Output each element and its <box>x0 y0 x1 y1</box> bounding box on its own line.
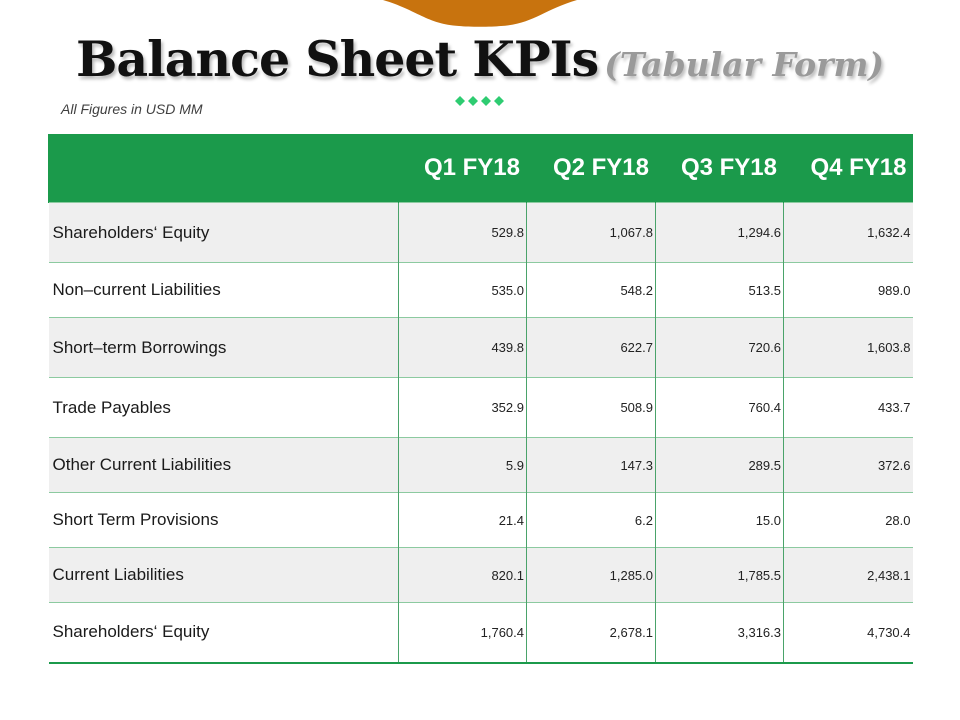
page-title: Balance Sheet KPIs (Tabular Form) <box>0 28 960 102</box>
table-cell: 147.3 <box>526 437 656 493</box>
diamond-icon <box>494 96 504 106</box>
table-cell: 1,785.5 <box>655 547 784 603</box>
table-cell: 21.4 <box>398 492 527 548</box>
table-cell: 4,730.4 <box>783 602 913 664</box>
table-row: Shareholders‘ Equity 1,760.4 2,678.1 3,3… <box>48 602 913 664</box>
table-cell: 529.8 <box>398 202 527 263</box>
row-label: Shareholders‘ Equity <box>48 602 399 664</box>
row-label: Other Current Liabilities <box>48 437 399 493</box>
table-cell: 1,632.4 <box>783 202 913 263</box>
title-main: Balance Sheet KPIs <box>75 30 599 88</box>
table-cell: 289.5 <box>655 437 784 493</box>
table-cell: 1,760.4 <box>398 602 527 664</box>
table-cell: 2,678.1 <box>526 602 656 664</box>
table-cell: 820.1 <box>398 547 527 603</box>
table-cell: 508.9 <box>526 377 656 438</box>
table-row: Non–current Liabilities 535.0 548.2 513.… <box>48 262 913 318</box>
table-cell: 1,067.8 <box>526 202 656 263</box>
table-cell: 372.6 <box>783 437 913 493</box>
column-header-empty <box>48 134 399 203</box>
table-row: Short–term Borrowings 439.8 622.7 720.6 … <box>48 317 913 378</box>
table-cell: 989.0 <box>783 262 913 318</box>
table-cell: 548.2 <box>526 262 656 318</box>
table-cell: 1,294.6 <box>655 202 784 263</box>
diamond-icon <box>455 96 465 106</box>
table-cell: 535.0 <box>398 262 527 318</box>
diamond-icon <box>481 96 491 106</box>
table-cell: 513.5 <box>655 262 784 318</box>
column-header-q2: Q2 FY18 <box>526 134 656 203</box>
row-label: Trade Payables <box>48 377 399 438</box>
row-label: Current Liabilities <box>48 547 399 603</box>
table-header-row: Q1 FY18 Q2 FY18 Q3 FY18 Q4 FY18 <box>48 134 913 203</box>
top-decorative-tab <box>383 0 577 27</box>
diamond-divider <box>454 95 505 107</box>
table-cell: 760.4 <box>655 377 784 438</box>
table-cell: 720.6 <box>655 317 784 378</box>
table-cell: 28.0 <box>783 492 913 548</box>
table-row: Shareholders‘ Equity 529.8 1,067.8 1,294… <box>48 202 913 263</box>
diamond-icon <box>468 96 478 106</box>
table-cell: 5.9 <box>398 437 527 493</box>
table-cell: 622.7 <box>526 317 656 378</box>
table-cell: 15.0 <box>655 492 784 548</box>
kpi-table: Q1 FY18 Q2 FY18 Q3 FY18 Q4 FY18 Sharehol… <box>48 134 913 664</box>
table-row: Other Current Liabilities 5.9 147.3 289.… <box>48 437 913 493</box>
table-cell: 439.8 <box>398 317 527 378</box>
table-row: Short Term Provisions 21.4 6.2 15.0 28.0 <box>48 492 913 548</box>
column-header-q1: Q1 FY18 <box>398 134 527 203</box>
table-row: Trade Payables 352.9 508.9 760.4 433.7 <box>48 377 913 438</box>
table-cell: 352.9 <box>398 377 527 438</box>
figures-note: All Figures in USD MM <box>61 101 203 117</box>
row-label: Short Term Provisions <box>48 492 399 548</box>
column-header-q4: Q4 FY18 <box>783 134 913 203</box>
table-row: Current Liabilities 820.1 1,285.0 1,785.… <box>48 547 913 603</box>
column-header-q3: Q3 FY18 <box>655 134 784 203</box>
title-subtitle: (Tabular Form) <box>604 45 885 84</box>
table-cell: 2,438.1 <box>783 547 913 603</box>
table-cell: 1,285.0 <box>526 547 656 603</box>
row-label: Shareholders‘ Equity <box>48 202 399 263</box>
table-cell: 433.7 <box>783 377 913 438</box>
table-cell: 1,603.8 <box>783 317 913 378</box>
table-cell: 6.2 <box>526 492 656 548</box>
row-label: Short–term Borrowings <box>48 317 399 378</box>
row-label: Non–current Liabilities <box>48 262 399 318</box>
table-cell: 3,316.3 <box>655 602 784 664</box>
